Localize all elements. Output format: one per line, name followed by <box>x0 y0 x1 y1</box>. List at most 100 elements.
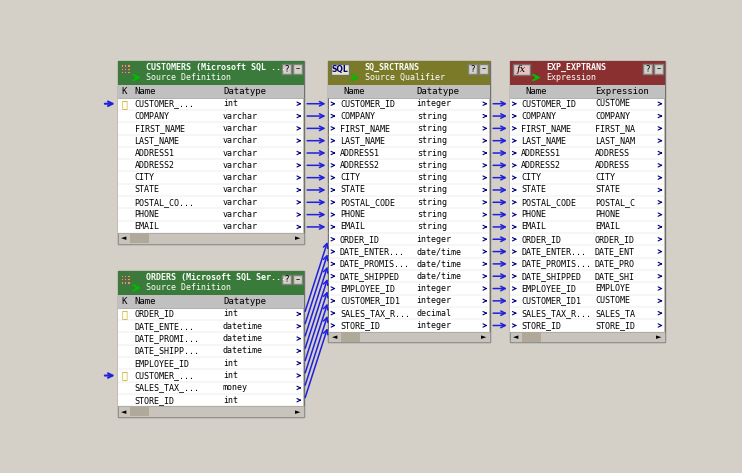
Bar <box>117 271 303 417</box>
Text: Expression: Expression <box>595 87 649 96</box>
Text: ?: ? <box>284 275 289 284</box>
Text: int: int <box>223 99 238 108</box>
Text: int: int <box>223 359 238 368</box>
Text: –: – <box>657 65 660 74</box>
Text: ◄: ◄ <box>332 334 337 340</box>
Bar <box>643 64 652 74</box>
Text: string: string <box>417 124 447 133</box>
Bar <box>329 97 489 110</box>
Text: PHONE: PHONE <box>595 210 620 219</box>
Text: EMAIL: EMAIL <box>595 222 620 231</box>
Text: integer: integer <box>417 321 452 330</box>
Bar <box>510 172 664 184</box>
Text: POSTAL_CODE: POSTAL_CODE <box>522 198 577 207</box>
Bar <box>341 333 360 342</box>
Bar <box>329 61 490 85</box>
Bar <box>329 122 489 134</box>
Bar <box>329 209 489 221</box>
Bar <box>510 295 664 307</box>
Text: Datatype: Datatype <box>223 297 266 306</box>
Bar <box>329 147 489 159</box>
Bar <box>329 159 489 172</box>
Bar <box>329 196 489 209</box>
Text: DATE_PROMIS...: DATE_PROMIS... <box>340 259 410 268</box>
Text: Source Definition: Source Definition <box>146 283 232 292</box>
Text: CUSTOMERS (Microsoft SQL ...: CUSTOMERS (Microsoft SQL ... <box>146 63 286 72</box>
Text: SALES_TAX_...: SALES_TAX_... <box>134 383 200 393</box>
Text: K: K <box>122 87 127 96</box>
Bar <box>510 184 664 196</box>
Text: COMPANY: COMPANY <box>340 112 375 121</box>
Text: STORE_ID: STORE_ID <box>134 396 174 405</box>
Text: LAST_NAM: LAST_NAM <box>595 136 635 145</box>
Text: ADDRESS2: ADDRESS2 <box>134 161 174 170</box>
Text: ORDER_ID: ORDER_ID <box>134 309 174 318</box>
Bar <box>468 64 477 74</box>
Bar <box>127 70 130 73</box>
Text: ADDRESS1: ADDRESS1 <box>522 149 562 158</box>
Bar <box>124 281 126 283</box>
Bar <box>117 61 303 244</box>
Bar <box>329 221 489 233</box>
Bar <box>510 85 665 97</box>
Text: CUSTOMER_ID1: CUSTOMER_ID1 <box>340 297 400 306</box>
Bar <box>329 332 490 342</box>
Bar <box>282 64 291 74</box>
Text: ADDRESS: ADDRESS <box>595 149 630 158</box>
Text: CUSTOMER_ID1: CUSTOMER_ID1 <box>522 297 581 306</box>
Bar <box>118 134 303 147</box>
Bar <box>329 61 490 342</box>
Bar <box>117 271 303 296</box>
Bar <box>510 307 664 319</box>
Bar <box>127 281 130 283</box>
Text: varchar: varchar <box>223 161 258 170</box>
Bar <box>510 332 665 342</box>
Text: CUSTOMER_ID: CUSTOMER_ID <box>522 99 577 108</box>
Bar <box>130 407 149 416</box>
Text: Name: Name <box>134 87 156 96</box>
Bar <box>118 196 303 209</box>
Bar <box>127 278 130 280</box>
Text: CITY: CITY <box>595 173 615 182</box>
Bar <box>118 357 303 369</box>
Bar <box>127 275 130 277</box>
Text: integer: integer <box>417 235 452 244</box>
Text: datetime: datetime <box>223 346 263 355</box>
Text: varchar: varchar <box>223 112 258 121</box>
Text: varchar: varchar <box>223 173 258 182</box>
Bar <box>510 196 664 209</box>
Text: –: – <box>295 65 300 74</box>
Text: ADDRESS2: ADDRESS2 <box>340 161 380 170</box>
Text: EMPLOYEE_ID: EMPLOYEE_ID <box>340 284 395 293</box>
Text: ADDRESS2: ADDRESS2 <box>522 161 562 170</box>
Text: CUSTOME: CUSTOME <box>595 99 630 108</box>
Text: ⚿: ⚿ <box>122 370 128 381</box>
Text: SALES_TAX_R...: SALES_TAX_R... <box>522 309 591 318</box>
Bar <box>510 270 664 282</box>
Text: ◄: ◄ <box>121 236 126 242</box>
Text: Name: Name <box>344 87 365 96</box>
Text: ADDRESS: ADDRESS <box>595 161 630 170</box>
Text: POSTAL_C: POSTAL_C <box>595 198 635 207</box>
Text: STATE: STATE <box>595 185 620 194</box>
Text: Expression: Expression <box>546 73 596 82</box>
Bar <box>329 295 489 307</box>
Bar <box>510 209 664 221</box>
Bar <box>329 233 489 245</box>
Text: K: K <box>122 297 127 306</box>
Text: ?: ? <box>470 65 475 74</box>
Text: DATE_ENTER...: DATE_ENTER... <box>522 247 586 256</box>
Bar <box>510 122 664 134</box>
Bar <box>124 68 126 70</box>
Bar <box>118 97 303 110</box>
Text: LAST_NAME: LAST_NAME <box>134 136 180 145</box>
Bar <box>121 281 123 283</box>
Text: varchar: varchar <box>223 198 258 207</box>
Text: LAST_NAME: LAST_NAME <box>522 136 566 145</box>
Bar <box>510 221 664 233</box>
Text: DATE_SHIPPED: DATE_SHIPPED <box>340 272 400 280</box>
Bar <box>510 233 664 245</box>
Bar <box>124 70 126 73</box>
Bar <box>510 159 664 172</box>
Bar <box>118 308 303 320</box>
